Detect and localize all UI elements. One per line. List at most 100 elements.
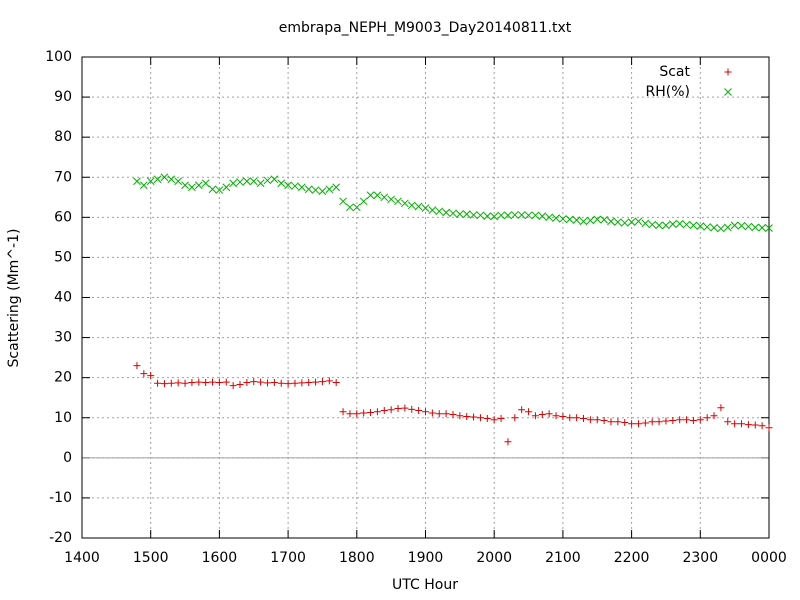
data-point [668,220,677,229]
data-point [737,221,746,230]
data-point [758,422,766,430]
data-point [435,410,443,418]
data-point [497,415,505,423]
data-point [710,412,718,420]
data-point [634,420,642,428]
data-point [634,217,643,226]
data-point [147,372,155,380]
data-point [167,175,176,184]
data-point [236,178,244,186]
data-point [469,211,478,219]
data-point [462,210,471,218]
data-point [277,179,286,188]
data-point [263,379,271,387]
data-point [449,209,457,218]
data-point [696,222,705,231]
y-tick-label: 100 [45,49,72,65]
data-point [222,183,231,192]
data-point [215,186,224,194]
data-point [758,223,766,232]
data-point [655,418,663,426]
data-point [675,219,684,228]
data-point [614,218,622,226]
data-point [243,177,251,186]
data-point [490,416,498,424]
legend-marker [724,68,732,76]
data-point [511,414,519,422]
data-point [724,418,732,426]
data-point [408,405,416,413]
data-point [607,217,615,226]
data-point [401,199,409,208]
data-point [641,219,650,228]
data-point [305,378,313,386]
data-point [648,220,657,229]
data-point [257,378,265,386]
data-point [662,221,670,230]
x-tick-label: 2300 [682,550,718,566]
data-point [373,408,381,416]
data-point [373,191,382,200]
data-point [428,206,437,214]
data-point [517,211,526,219]
data-point [291,182,299,190]
data-point [284,380,292,388]
data-point [353,410,361,418]
data-point [188,378,196,386]
data-point [139,181,148,190]
data-point [662,417,670,425]
data-point [359,197,368,206]
x-tick-label: 1900 [408,550,444,566]
data-point [545,410,553,418]
data-point [483,212,492,220]
data-point [483,415,491,423]
data-point [751,223,760,232]
data-point [133,177,141,186]
data-point [573,414,581,422]
data-point [394,405,402,413]
data-point [717,404,725,412]
data-point [463,413,471,421]
data-point [518,406,526,414]
data-point [538,411,546,419]
data-point [291,379,299,387]
data-point [160,380,168,388]
y-tick-label: 10 [54,410,72,426]
data-point [552,214,560,222]
data-point [456,412,464,420]
data-point [510,211,519,219]
data-point [325,185,334,194]
data-point [580,415,588,423]
data-point [181,181,189,190]
y-tick-label: 80 [54,129,72,145]
data-point [160,173,169,182]
data-point [682,220,691,229]
data-point [455,210,464,218]
y-tick-label: 50 [54,249,72,265]
y-tick-label: 30 [54,330,72,346]
data-point [504,438,512,446]
data-point [387,195,396,204]
data-point [215,378,223,386]
x-tick-label: 1600 [202,550,238,566]
data-point [414,202,423,211]
data-point [154,379,162,387]
y-tick-label: 20 [54,370,72,386]
data-point [153,175,162,184]
data-point [648,418,656,426]
data-point [538,212,547,220]
data-point [442,208,450,217]
data-point [730,221,739,230]
data-point [566,414,574,422]
data-point [312,378,320,386]
data-point [263,176,272,185]
data-point [422,408,429,416]
data-point [167,379,175,387]
data-point [689,417,697,425]
data-point [229,179,237,188]
data-point [318,187,327,196]
data-point [744,421,752,429]
